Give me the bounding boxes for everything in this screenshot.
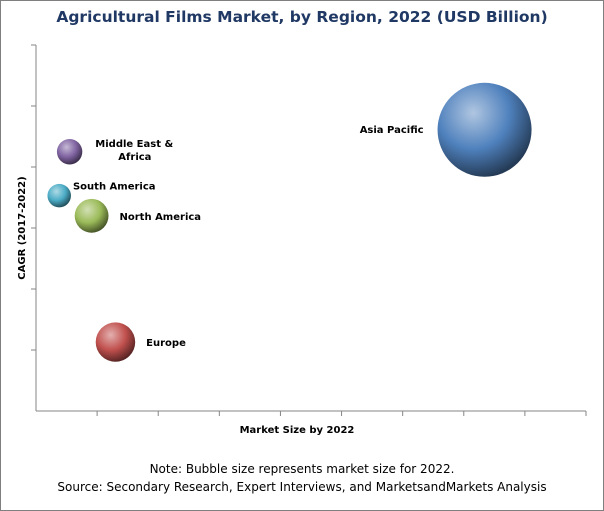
bubble-north-america bbox=[74, 198, 109, 233]
note-source: Source: Secondary Research, Expert Inter… bbox=[57, 480, 547, 494]
bubble-middle-east-africa bbox=[56, 139, 83, 165]
x-axis-title: Market Size by 2022 bbox=[240, 425, 355, 436]
note-bubble-size: Note: Bubble size represents market size… bbox=[149, 462, 455, 476]
bubble-europe bbox=[95, 322, 136, 362]
bubble-south-america bbox=[47, 183, 71, 208]
bubble-labels: Asia Pacific Middle East & Africa South Ame… bbox=[73, 125, 424, 349]
y-axis-title: CAGR (2017-2022) bbox=[17, 176, 28, 279]
bubble-label: Middle East & Africa bbox=[95, 139, 173, 163]
bubble-label: North America bbox=[120, 212, 202, 223]
bubble-asia-pacific bbox=[437, 82, 532, 177]
bubble-label: South America bbox=[73, 182, 156, 193]
chart-title: Agricultural Films Market, by Region, 20… bbox=[56, 8, 548, 26]
bubbles bbox=[47, 82, 532, 362]
bubble-label: Europe bbox=[146, 338, 186, 349]
bubble-label: Asia Pacific bbox=[360, 125, 424, 136]
axes bbox=[31, 44, 587, 416]
